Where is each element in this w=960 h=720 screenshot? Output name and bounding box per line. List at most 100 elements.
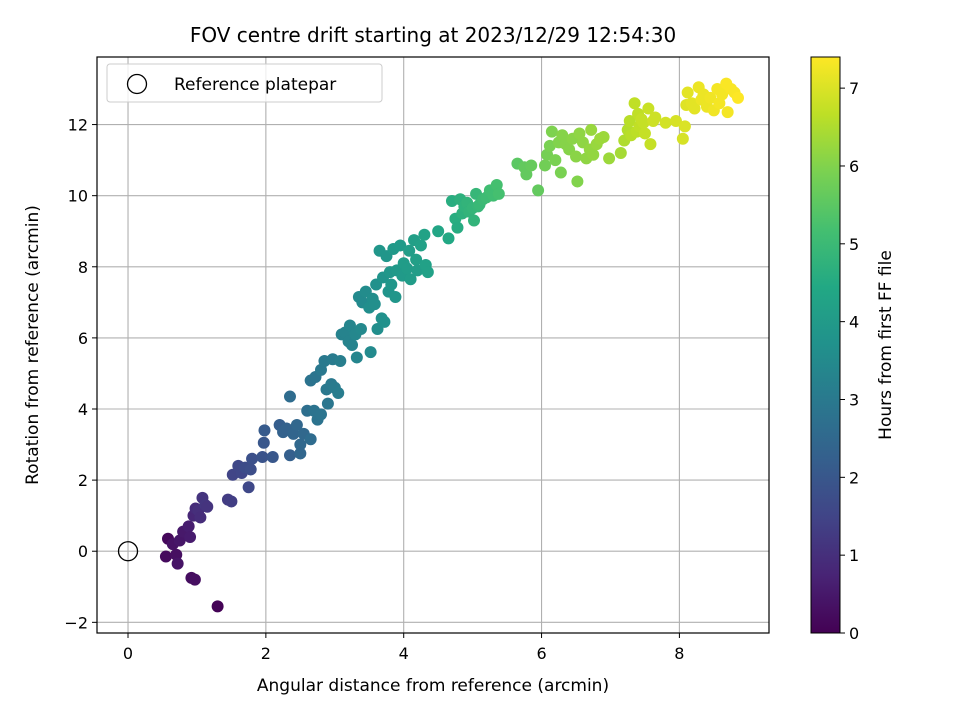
- data-point: [394, 239, 407, 252]
- y-tick-label: −2: [64, 613, 88, 632]
- data-point: [171, 557, 184, 570]
- legend: Reference platepar: [106, 63, 383, 103]
- y-axis-label: Rotation from reference (arcmin): [23, 205, 43, 485]
- chart-title: FOV centre drift starting at 2023/12/29 …: [190, 23, 676, 47]
- data-point: [676, 132, 689, 145]
- data-point: [184, 531, 197, 543]
- data-point: [587, 148, 600, 161]
- x-tick-label: 4: [399, 644, 409, 663]
- data-point: [603, 152, 616, 165]
- data-point: [659, 116, 672, 129]
- colorbar-tick-label: 5: [849, 235, 859, 254]
- data-point: [294, 447, 307, 460]
- colorbar-tick-label: 6: [849, 157, 859, 176]
- legend-entry-reference: Reference platepar: [174, 75, 336, 95]
- data-point: [585, 123, 598, 136]
- data-point: [721, 106, 734, 119]
- data-point: [346, 339, 359, 351]
- y-tick-label: 8: [78, 258, 88, 277]
- data-point: [170, 548, 183, 561]
- data-point: [649, 111, 662, 124]
- data-point: [597, 131, 610, 143]
- colorbar-tick-label: 0: [849, 624, 859, 643]
- data-point: [628, 97, 641, 110]
- data-point: [410, 253, 423, 266]
- data-point: [404, 273, 417, 286]
- x-tick-label: 8: [674, 644, 684, 663]
- data-point: [332, 387, 345, 399]
- data-point: [290, 419, 303, 431]
- data-point: [688, 102, 701, 115]
- data-point: [159, 550, 172, 563]
- colorbar-label: Hours from first FF file: [876, 250, 896, 440]
- data-point: [246, 452, 259, 465]
- x-axis-label: Angular distance from reference (arcmin): [257, 676, 609, 696]
- data-point: [294, 438, 307, 451]
- data-point: [321, 397, 334, 410]
- data-point: [211, 600, 224, 613]
- data-point: [256, 451, 269, 463]
- data-point: [364, 346, 377, 359]
- data-points: [159, 77, 744, 613]
- data-point: [403, 244, 416, 257]
- data-point: [418, 228, 431, 241]
- data-point: [549, 154, 562, 167]
- data-point: [421, 266, 434, 279]
- data-point: [201, 500, 214, 513]
- y-tick-label: 6: [78, 329, 88, 348]
- data-point: [623, 115, 636, 127]
- colorbar-ticks: 0 1 2 3 4 5 6 7: [840, 79, 859, 643]
- x-tick-label: 6: [536, 644, 546, 663]
- data-point: [414, 239, 427, 252]
- data-point: [642, 102, 655, 115]
- colorbar-tick-label: 1: [849, 546, 859, 565]
- data-point: [225, 495, 238, 508]
- colorbar-tick-label: 7: [849, 79, 859, 98]
- data-point: [614, 147, 627, 159]
- data-point: [242, 481, 255, 494]
- legend-box: [106, 63, 383, 103]
- y-tick-label: 0: [78, 542, 88, 561]
- x-axis-ticks: 0 2 4 6 8: [123, 633, 684, 663]
- colorbar-tick-label: 4: [849, 313, 859, 332]
- data-point: [637, 116, 650, 129]
- data-point: [644, 138, 657, 151]
- data-point: [350, 351, 363, 364]
- data-point: [257, 436, 270, 449]
- reference-marker: [117, 541, 139, 562]
- y-tick-label: 12: [68, 116, 88, 135]
- reference-platepar-point: [117, 541, 139, 562]
- data-point: [442, 232, 455, 245]
- data-point: [266, 451, 279, 463]
- data-point: [283, 449, 296, 462]
- data-point: [492, 187, 505, 200]
- data-point: [354, 323, 367, 335]
- data-point: [389, 291, 402, 303]
- legend-marker-circle: [126, 73, 148, 95]
- data-point: [304, 433, 317, 446]
- y-axis-ticks: −2 0 2 4 6 8 10 12: [64, 116, 97, 632]
- data-point: [638, 127, 651, 140]
- data-point: [194, 511, 207, 524]
- data-point: [545, 125, 558, 138]
- data-point: [520, 168, 533, 181]
- data-point: [681, 86, 694, 99]
- data-point: [731, 91, 744, 104]
- colorbar: 0 1 2 3 4 5 6 7 Hours from first FF file: [810, 56, 896, 643]
- data-point: [678, 120, 691, 133]
- data-point: [532, 184, 545, 197]
- data-point: [539, 159, 551, 172]
- data-point: [716, 88, 729, 101]
- data-point: [669, 115, 682, 127]
- colorbar-tick-label: 3: [849, 390, 859, 409]
- data-point: [401, 262, 414, 275]
- data-point: [704, 91, 717, 104]
- data-point: [554, 166, 567, 179]
- y-tick-label: 10: [68, 187, 88, 206]
- y-tick-label: 2: [78, 471, 88, 490]
- data-point: [368, 298, 381, 311]
- data-point: [315, 408, 327, 421]
- grid-lines: [97, 57, 769, 633]
- data-point: [570, 150, 583, 163]
